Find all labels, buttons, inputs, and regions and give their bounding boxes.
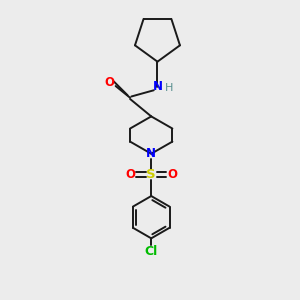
Text: H: H [165,83,174,93]
Text: N: N [152,80,163,93]
Text: Cl: Cl [145,245,158,258]
Text: O: O [167,168,177,182]
Text: S: S [146,168,156,182]
Text: O: O [105,76,115,89]
Text: N: N [146,147,156,160]
Text: O: O [125,168,135,182]
